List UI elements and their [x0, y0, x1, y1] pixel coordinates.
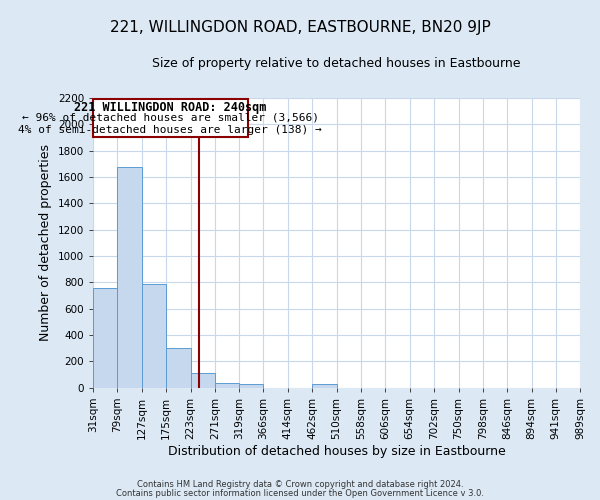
Title: Size of property relative to detached houses in Eastbourne: Size of property relative to detached ho… [152, 58, 521, 70]
Bar [312, 384, 337, 388]
Text: Contains public sector information licensed under the Open Government Licence v : Contains public sector information licen… [116, 488, 484, 498]
Text: 221, WILLINGDON ROAD, EASTBOURNE, BN20 9JP: 221, WILLINGDON ROAD, EASTBOURNE, BN20 9… [110, 20, 490, 35]
Bar [215, 382, 239, 388]
Bar [93, 288, 118, 388]
X-axis label: Distribution of detached houses by size in Eastbourne: Distribution of detached houses by size … [167, 444, 505, 458]
Bar [166, 348, 191, 388]
Y-axis label: Number of detached properties: Number of detached properties [39, 144, 52, 342]
Bar [239, 384, 263, 388]
Text: 221 WILLINGDON ROAD: 240sqm: 221 WILLINGDON ROAD: 240sqm [74, 100, 266, 114]
Bar [142, 284, 166, 388]
Bar [118, 166, 142, 388]
Text: ← 96% of detached houses are smaller (3,566): ← 96% of detached houses are smaller (3,… [22, 112, 319, 122]
Text: Contains HM Land Registry data © Crown copyright and database right 2024.: Contains HM Land Registry data © Crown c… [137, 480, 463, 489]
Bar [191, 372, 215, 388]
FancyBboxPatch shape [93, 98, 248, 137]
Text: 4% of semi-detached houses are larger (138) →: 4% of semi-detached houses are larger (1… [19, 124, 322, 134]
